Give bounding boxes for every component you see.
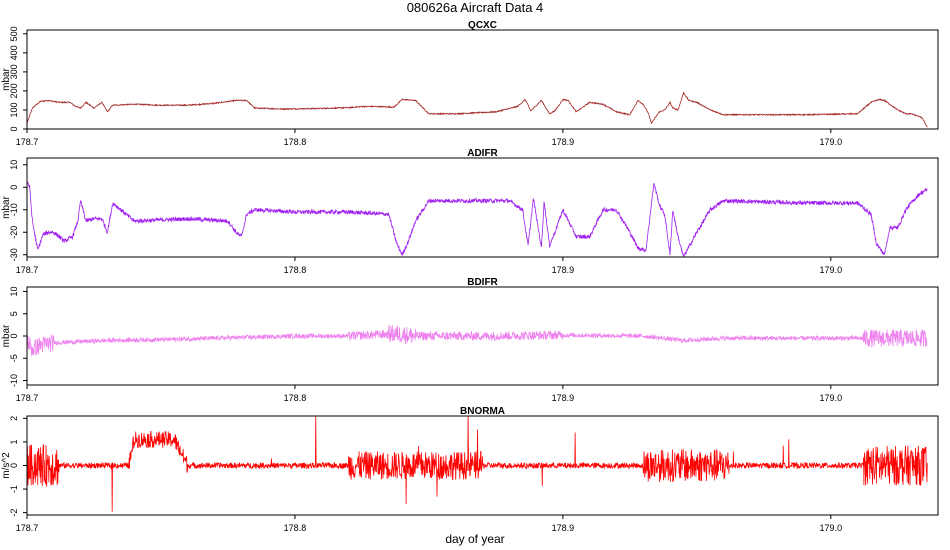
x-tick-label: 178.7 [16,523,39,533]
x-tick-label: 179.0 [820,137,843,147]
y-tick-label: -10 [9,203,19,216]
y-tick-label: -1 [9,485,19,493]
y-tick-label: 500 [9,26,19,41]
panel-title: ADIFR [467,148,498,159]
series-line [27,323,928,356]
y-tick-label: 0 [9,126,19,131]
y-tick-label: 0 [9,463,19,468]
x-tick-label: 178.9 [552,523,575,533]
series-line [27,416,928,512]
y-tick-label: 200 [9,83,19,98]
panel-bdifr: BDIFR mbar -10 -5 0 5 10 178.7 178.8 178.9 179.0 [1,277,939,403]
y-tick-label: 5 [9,311,19,316]
x-tick-label: 179.0 [820,523,843,533]
x-tick-label: 178.7 [16,393,39,403]
y-tick-label: -2 [9,509,19,517]
y-tick-label: -20 [9,226,19,239]
x-tick-label: 178.7 [16,265,39,275]
y-axis-label: mbar [1,195,12,218]
plot-frame [26,29,939,130]
y-tick-label: 0 [9,333,19,338]
x-tick-label: 178.8 [284,393,307,403]
series-line [27,91,928,128]
x-axis-label: day of year [445,532,504,546]
y-tick-label: -30 [9,248,19,261]
panel-title: BNORMA [460,406,505,417]
y-tick-label: 10 [9,160,19,170]
plot-frame [26,157,939,258]
panel-bnorma: BNORMA m/s^2 -2 -1 0 1 2 178.7 178.8 178.9 179.0 [1,406,939,533]
x-tick-label: 179.0 [820,265,843,275]
panel-title: QCXC [468,20,497,31]
panel-adifr: ADIFR mbar -30 -20 -10 0 10 178.7 178.8 178.9 179.… [1,148,939,275]
x-tick-label: 178.8 [284,523,307,533]
y-tick-label: 300 [9,64,19,79]
y-axis-label: m/s^2 [1,452,12,479]
x-tick-label: 178.9 [552,265,575,275]
y-tick-label: 100 [9,102,19,117]
y-tick-label: -5 [9,354,19,362]
x-tick-label: 178.8 [284,137,307,147]
y-tick-label: 1 [9,439,19,444]
y-axis-label: mbar [1,324,12,347]
y-tick-label: 0 [9,185,19,190]
panel-qcxc: QCXC mbar 0 100 200 300 400 500 178.7 178.8 178.9 1… [1,20,939,147]
y-axis-label: mbar [1,67,12,90]
y-tick-label: 400 [9,45,19,60]
x-tick-label: 178.8 [284,265,307,275]
series-line [27,181,928,257]
y-tick-label: 10 [9,286,19,296]
figure-title: 080626a Aircraft Data 4 [407,0,544,15]
x-tick-label: 179.0 [820,393,843,403]
y-tick-label: -10 [9,374,19,387]
panel-title: BDIFR [467,277,498,288]
x-tick-label: 178.9 [552,393,575,403]
y-tick-label: 2 [9,416,19,421]
x-tick-label: 178.9 [552,137,575,147]
x-tick-label: 178.7 [16,137,39,147]
